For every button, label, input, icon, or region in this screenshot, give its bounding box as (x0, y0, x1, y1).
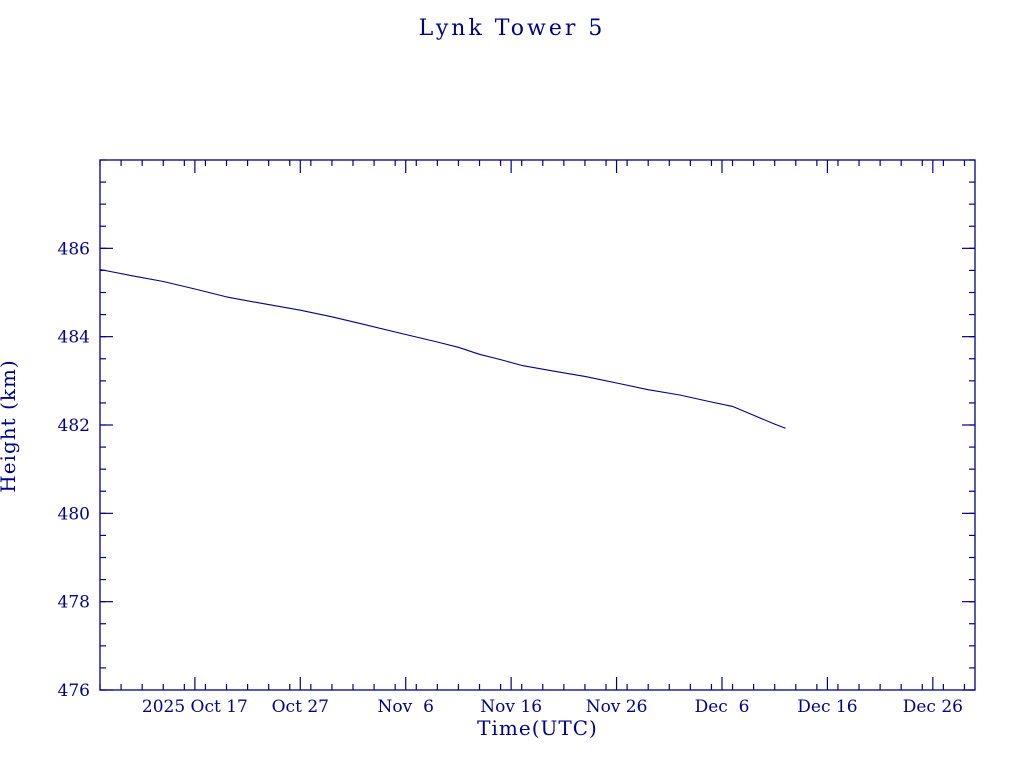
x-tick-label: Nov 6 (378, 697, 434, 717)
plot-frame (99, 159, 976, 691)
axis-tick-labels: 2025 Oct 17 Oct 27 Nov 6 Nov 16 Nov 26 Dec 6 D… (58, 239, 963, 717)
x-tick-label: Nov 16 (480, 697, 542, 717)
x-tick-label: Dec 6 (695, 697, 750, 717)
chart-title: Lynk Tower 5 (418, 16, 606, 41)
x-tick-label: Nov 26 (586, 697, 648, 717)
data-line-height-km (99, 268, 786, 429)
y-tick-label: 478 (58, 593, 90, 613)
y-axis-label: Height (km) (0, 359, 20, 493)
x-tick-label: Dec 16 (797, 697, 857, 717)
x-tick-label: Oct 27 (272, 697, 329, 717)
y-tick-label: 482 (58, 416, 90, 436)
x-tick-label: Dec 26 (903, 697, 963, 717)
y-tick-label: 486 (58, 239, 90, 259)
y-tick-label: 480 (58, 504, 90, 524)
axis-ticks (99, 159, 975, 691)
x-tick-label: 2025 Oct 17 (142, 697, 248, 717)
y-tick-label: 484 (58, 328, 90, 348)
y-tick-label: 476 (58, 681, 90, 701)
x-axis-label: Time(UTC) (477, 716, 598, 740)
